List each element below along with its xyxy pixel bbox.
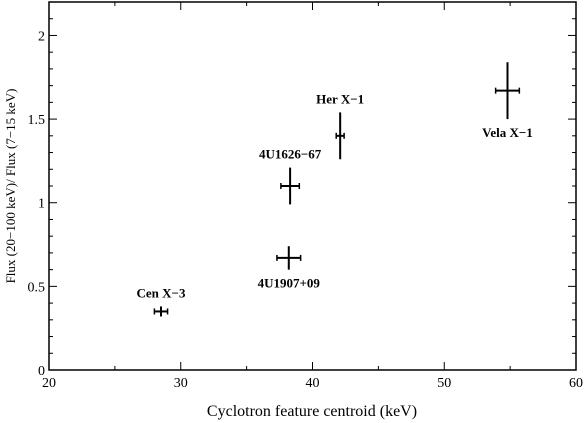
point-label: Her X−1: [316, 91, 364, 106]
data-point: Vela X−1: [482, 62, 533, 140]
data-point: 4U1907+09: [258, 246, 321, 291]
x-tick-label: 40: [306, 376, 320, 391]
x-tick-label: 20: [42, 376, 56, 391]
y-axis-label: Flux (20−100 keV)/ Flux (7−15 keV): [3, 89, 18, 284]
data-point: Cen X−3: [137, 285, 186, 317]
data-point: 4U1626−67: [259, 147, 322, 205]
y-tick-label: 2: [38, 29, 45, 44]
tick-labels: 20 30 40 50 60 0 0.5 1 1.5 2: [28, 29, 584, 391]
y-tick-label: 0.5: [28, 280, 46, 295]
y-tick-label: 1.5: [28, 113, 46, 128]
x-axis-label: Cyclotron feature centroid (keV): [207, 403, 417, 420]
data-point: Her X−1: [316, 91, 364, 160]
point-label: Vela X−1: [482, 125, 533, 140]
x-tick-label: 30: [174, 376, 188, 391]
tick-marks: [48, 2, 577, 371]
point-label: 4U1626−67: [259, 147, 322, 162]
point-label: Cen X−3: [137, 285, 186, 300]
data-points: Cen X−3 4U1907+09 4U1626−67 Her X−1 Vela X−1: [137, 62, 533, 317]
y-tick-label: 0: [38, 364, 45, 379]
point-label: 4U1907+09: [258, 276, 321, 291]
y-tick-label: 1: [38, 197, 45, 212]
plot-frame: [48, 1, 577, 371]
x-tick-label: 50: [437, 376, 451, 391]
x-tick-label: 60: [569, 376, 583, 391]
